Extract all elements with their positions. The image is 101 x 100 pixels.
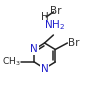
Text: N: N xyxy=(41,64,48,74)
Text: NH$_2$: NH$_2$ xyxy=(44,19,65,32)
Text: CH$_3$: CH$_3$ xyxy=(2,56,21,68)
Text: Br: Br xyxy=(68,38,80,48)
Text: N: N xyxy=(30,44,38,54)
Text: Br: Br xyxy=(49,6,61,16)
Text: H: H xyxy=(41,12,48,22)
